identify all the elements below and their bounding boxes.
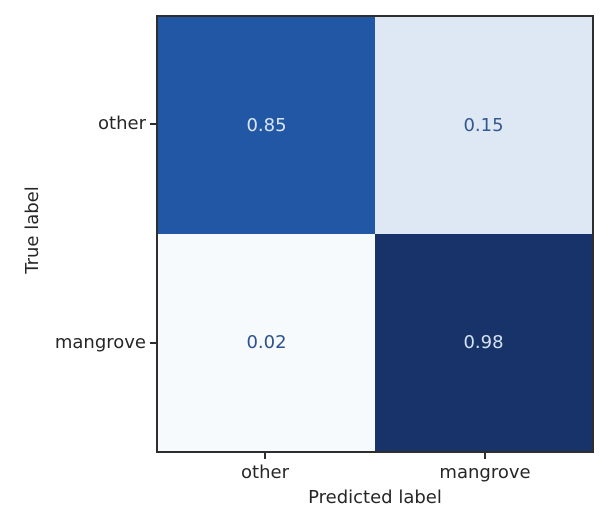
x-tick-label-mangrove: mangrove xyxy=(439,462,531,483)
y-tick-label-other: other xyxy=(98,113,146,134)
cell-value: 0.02 xyxy=(246,331,287,353)
cell-value: 0.98 xyxy=(463,331,504,353)
y-tick-mark-mangrove xyxy=(150,342,156,344)
x-tick-label-other: other xyxy=(241,462,289,483)
cell-value: 0.15 xyxy=(463,114,504,136)
x-tick-mark-other xyxy=(264,453,266,459)
x-tick-mark-mangrove xyxy=(484,453,486,459)
matrix-cell-mangrove-mangrove: 0.98 xyxy=(375,234,592,451)
confusion-matrix-axes: 0.85 0.15 0.02 0.98 xyxy=(156,15,594,453)
cell-value: 0.85 xyxy=(246,114,287,136)
matrix-cell-mangrove-other: 0.02 xyxy=(158,234,375,451)
matrix-cell-other-mangrove: 0.15 xyxy=(375,17,592,234)
x-axis-title: Predicted label xyxy=(308,487,442,508)
matrix-cell-other-other: 0.85 xyxy=(158,17,375,234)
y-axis-title: True label xyxy=(22,186,43,274)
y-tick-label-mangrove: mangrove xyxy=(54,332,146,353)
y-tick-mark-other xyxy=(150,123,156,125)
